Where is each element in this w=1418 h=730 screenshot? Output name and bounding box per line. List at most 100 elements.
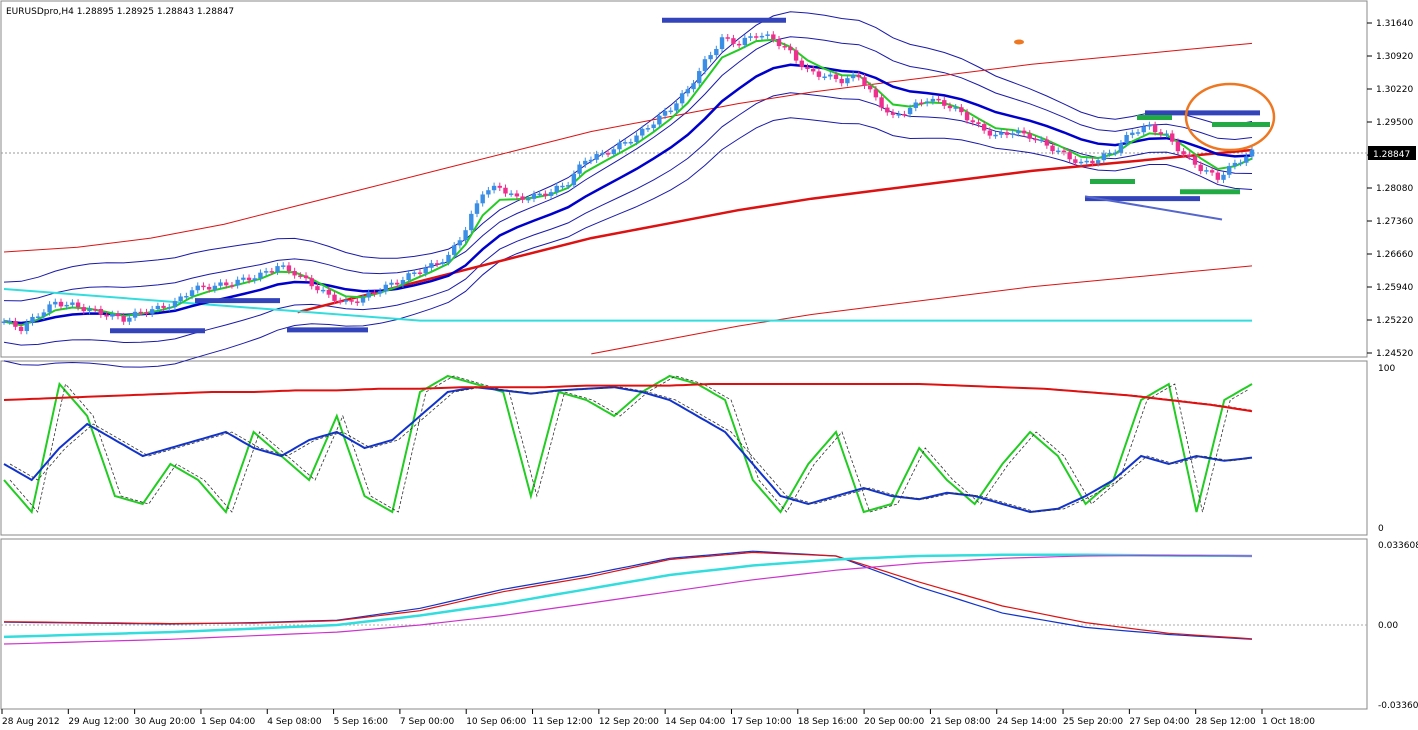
candle-body (1038, 139, 1044, 141)
candle-body (799, 60, 805, 67)
candle-body (811, 68, 816, 72)
candle-body (167, 307, 172, 309)
candle-body (788, 46, 793, 51)
candle-body (303, 275, 309, 279)
candle-body (1175, 141, 1181, 152)
candles (1, 31, 1255, 335)
candle-body (1107, 152, 1112, 155)
candle-body (355, 301, 360, 303)
candle-body (1056, 150, 1061, 153)
candle-body (816, 71, 822, 77)
candle-body (446, 254, 451, 263)
time-tick-label: 10 Sep 06:00 (466, 717, 526, 727)
candle-body (1016, 130, 1021, 134)
candle-body (628, 141, 634, 144)
time-tick-label: 28 Aug 2012 (2, 717, 60, 727)
candle-body (964, 112, 970, 121)
candle-body (389, 282, 394, 285)
price-tick-label: 1.28080 (1376, 184, 1413, 194)
candle-body (828, 74, 833, 77)
stochastic-signal-line (9, 383, 1252, 411)
candle-body (605, 153, 611, 155)
candle-body (850, 74, 856, 79)
macd-panel-frame[interactable] (0, 538, 1368, 710)
candle-body (702, 59, 708, 72)
candle-body (127, 317, 132, 322)
candle-body (1244, 156, 1249, 163)
candle-body (451, 245, 457, 255)
candle-body (406, 273, 411, 281)
candle-body (1084, 160, 1089, 163)
candle-body (1124, 134, 1129, 144)
candle-body (263, 271, 269, 273)
candle-body (1187, 154, 1192, 157)
divergence-line (1084, 195, 1223, 221)
candle-body (1, 321, 7, 323)
candle-body (298, 275, 303, 277)
candle-body (1170, 133, 1175, 142)
candle-body (953, 107, 958, 109)
candle-body (959, 107, 964, 113)
time-tick-label: 17 Sep 10:00 (731, 717, 791, 727)
candle-body (469, 213, 474, 231)
candle-body (668, 110, 673, 113)
candle-body (679, 93, 685, 104)
candle-body (366, 292, 371, 298)
candle-body (434, 263, 440, 265)
candle-body (235, 279, 240, 286)
candle-body (110, 313, 115, 317)
candle-body (138, 311, 143, 314)
candle-body (867, 85, 873, 90)
candle-body (338, 300, 343, 303)
price-axis: 1.316401.309201.302201.295001.288001.280… (1367, 19, 1413, 359)
candle-body (902, 114, 907, 116)
candle-body (1033, 138, 1038, 141)
candle-body (600, 153, 605, 155)
candle-body (976, 122, 981, 125)
candle-body (1130, 132, 1135, 135)
candle-body (229, 285, 235, 287)
candle-body (634, 135, 639, 142)
macd-lines (1, 550, 1367, 645)
price-indicators (3, 11, 1253, 368)
candle-body (1010, 133, 1015, 135)
macd-axis: 0.033608 0.00 -0.03360 (1378, 541, 1418, 711)
candle-body (611, 149, 616, 155)
time-tick-label: 29 Aug 12:00 (68, 717, 129, 727)
candle-body (1209, 170, 1215, 173)
candle-body (771, 34, 776, 40)
candle-body (907, 107, 913, 115)
candle-body (890, 112, 896, 115)
candle-body (970, 120, 975, 123)
candle-body (144, 312, 149, 314)
candle-body (1004, 132, 1010, 135)
candle-body (793, 50, 799, 61)
candle-body (1215, 172, 1221, 180)
candle-body (98, 308, 104, 315)
candle-body (754, 36, 759, 38)
candle-body (947, 105, 953, 109)
orange-dot-marker (1014, 39, 1024, 45)
bollinger-band-line (3, 36, 1253, 302)
time-tick-label: 1 Oct 18:00 (1262, 717, 1315, 727)
candle-body (121, 316, 126, 322)
time-tick-label: 14 Sep 04:00 (665, 717, 725, 727)
candle-body (497, 185, 502, 188)
candle-body (981, 124, 987, 131)
candle-body (1050, 145, 1055, 152)
time-tick-label: 25 Sep 20:00 (1063, 717, 1123, 727)
macd-series-line (3, 554, 1253, 645)
price-tick-label: 1.31640 (1376, 19, 1413, 29)
candle-body (554, 185, 559, 193)
candle-body (1152, 124, 1158, 133)
candle-body (514, 193, 520, 197)
candle-body (246, 277, 252, 281)
candle-body (873, 89, 879, 98)
candle-body (161, 305, 166, 308)
candle-body (212, 285, 218, 290)
candle-body (480, 194, 485, 204)
candle-body (1141, 126, 1146, 133)
candle-body (526, 198, 531, 201)
time-tick-label: 21 Sep 08:00 (930, 717, 990, 727)
